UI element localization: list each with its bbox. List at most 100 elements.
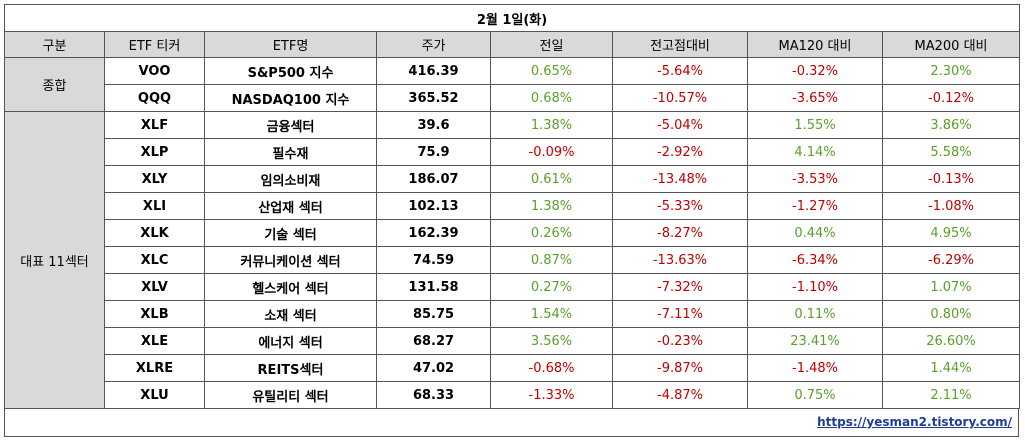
etf-table: 2월 1일(화) 구분 ETF 티커 ETF명 주가 전일 전고점대비 MA12… <box>3 4 1021 409</box>
table-row: XLP 필수재 75.9 -0.09% -2.92% 4.14% 5.58% <box>5 138 1021 166</box>
group-composite: 종합 <box>4 57 105 112</box>
prev-day-cell: 1.38% <box>490 192 613 220</box>
prev-day-cell: 0.68% <box>490 84 613 112</box>
title-row: 2월 1일(화) <box>3 4 1021 32</box>
header-price: 주가 <box>376 31 491 58</box>
table-row: XLC 커뮤니케이션 섹터 74.59 0.87% -13.63% -6.34% -6.29… <box>5 246 1021 274</box>
table-title: 2월 1일(화) <box>3 4 1021 32</box>
vs-peak-cell: -7.32% <box>612 273 748 301</box>
vs-ma200-cell: -0.12% <box>881 84 1021 112</box>
header-row: 구분 ETF 티커 ETF명 주가 전일 전고점대비 MA120 대비 MA20… <box>4 31 1021 58</box>
vs-ma120-cell: -1.27% <box>747 192 883 220</box>
price-cell: 365.52 <box>376 84 491 112</box>
ticker-cell: XLV <box>104 273 205 301</box>
vs-ma200-cell: 5.58% <box>881 138 1021 166</box>
ticker-cell: XLB <box>104 300 205 328</box>
price-cell: 416.39 <box>376 57 491 85</box>
prev-day-cell: -0.09% <box>490 138 613 166</box>
name-cell: 필수재 <box>204 138 377 166</box>
name-cell: 커뮤니케이션 섹터 <box>204 246 377 274</box>
vs-ma120-cell: 0.44% <box>747 219 883 247</box>
vs-peak-cell: -13.63% <box>612 246 748 274</box>
price-cell: 186.07 <box>376 165 491 193</box>
vs-peak-cell: -7.11% <box>612 300 748 328</box>
vs-peak-cell: -5.33% <box>612 192 748 220</box>
header-ticker: ETF 티커 <box>104 31 205 58</box>
price-cell: 68.33 <box>376 381 491 409</box>
footer: https://yesman2.tistory.com/ <box>4 409 1019 437</box>
vs-ma200-cell: 26.60% <box>881 327 1021 355</box>
ticker-cell: XLF <box>104 111 205 139</box>
prev-day-cell: 1.54% <box>490 300 613 328</box>
vs-ma120-cell: 23.41% <box>747 327 883 355</box>
price-cell: 162.39 <box>376 219 491 247</box>
name-cell: 소재 섹터 <box>204 300 377 328</box>
vs-ma200-cell: 2.30% <box>881 57 1021 85</box>
vs-ma120-cell: 0.75% <box>747 381 883 409</box>
header-name: ETF명 <box>204 31 377 58</box>
prev-day-cell: 0.26% <box>490 219 613 247</box>
table-row: 대표 11섹터 XLF 금융섹터 39.6 1.38% -5.04% 1.55% 3.86% <box>4 111 1021 409</box>
vs-ma200-cell: 1.44% <box>881 354 1021 382</box>
table-row: XLI 산업재 섹터 102.13 1.38% -5.33% -1.27% -1.08% <box>5 192 1021 220</box>
vs-ma200-cell: -0.13% <box>881 165 1021 193</box>
prev-day-cell: 0.27% <box>490 273 613 301</box>
name-cell: S&P500 지수 <box>204 57 377 85</box>
header-prev-day: 전일 <box>490 31 613 58</box>
vs-ma120-cell: -3.65% <box>747 84 883 112</box>
ticker-cell: XLRE <box>104 354 205 382</box>
vs-ma200-cell: 4.95% <box>881 219 1021 247</box>
name-cell: 금융섹터 <box>204 111 377 139</box>
vs-ma200-cell: 0.80% <box>881 300 1021 328</box>
table-row: XLB 소재 섹터 85.75 1.54% -7.11% 0.11% 0.80% <box>5 300 1021 328</box>
table-row: XLRE REITS섹터 47.02 -0.68% -9.87% -1.48% 1.44% <box>5 354 1021 382</box>
ticker-cell: VOO <box>104 57 205 85</box>
vs-ma200-cell: 2.11% <box>881 381 1021 409</box>
ticker-cell: QQQ <box>104 84 205 112</box>
name-cell: 기술 섹터 <box>204 219 377 247</box>
table-row: XLV 헬스케어 섹터 131.58 0.27% -7.32% -1.10% 1.07% <box>5 273 1021 301</box>
name-cell: 헬스케어 섹터 <box>204 273 377 301</box>
ticker-cell: XLI <box>104 192 205 220</box>
vs-ma120-cell: -1.10% <box>747 273 883 301</box>
table-row: 종합 VOO S&P500 지수 416.39 0.65% -5.64% -0.32% 2.3… <box>4 57 1021 112</box>
blog-link[interactable]: https://yesman2.tistory.com/ <box>817 415 1012 429</box>
vs-ma120-cell: 1.55% <box>747 111 883 139</box>
vs-ma120-cell: -1.48% <box>747 354 883 382</box>
header-vs-peak: 전고점대비 <box>612 31 748 58</box>
vs-peak-cell: -9.87% <box>612 354 748 382</box>
header-vs-ma120: MA120 대비 <box>747 31 883 58</box>
price-cell: 39.6 <box>376 111 491 139</box>
prev-day-cell: 0.87% <box>490 246 613 274</box>
price-cell: 131.58 <box>376 273 491 301</box>
vs-ma200-cell: 3.86% <box>881 111 1021 139</box>
vs-ma200-cell: 1.07% <box>881 273 1021 301</box>
vs-ma120-cell: -6.34% <box>747 246 883 274</box>
name-cell: NASDAQ100 지수 <box>204 84 377 112</box>
vs-peak-cell: -5.04% <box>612 111 748 139</box>
price-cell: 85.75 <box>376 300 491 328</box>
vs-peak-cell: -0.23% <box>612 327 748 355</box>
header-category: 구분 <box>4 31 105 58</box>
ticker-cell: XLP <box>104 138 205 166</box>
vs-peak-cell: -8.27% <box>612 219 748 247</box>
ticker-cell: XLK <box>104 219 205 247</box>
prev-day-cell: 0.61% <box>490 165 613 193</box>
table-row: XLK 기술 섹터 162.39 0.26% -8.27% 0.44% 4.95% <box>5 219 1021 247</box>
header-vs-ma200: MA200 대비 <box>881 31 1021 58</box>
vs-peak-cell: -4.87% <box>612 381 748 409</box>
name-cell: REITS섹터 <box>204 354 377 382</box>
price-cell: 74.59 <box>376 246 491 274</box>
prev-day-cell: 1.38% <box>490 111 613 139</box>
name-cell: 에너지 섹터 <box>204 327 377 355</box>
vs-peak-cell: -10.57% <box>612 84 748 112</box>
price-cell: 47.02 <box>376 354 491 382</box>
vs-ma120-cell: 4.14% <box>747 138 883 166</box>
table-row: QQQ NASDAQ100 지수 365.52 0.68% -10.57% -3.65% -… <box>5 84 1021 112</box>
vs-ma200-cell: -6.29% <box>881 246 1021 274</box>
ticker-cell: XLC <box>104 246 205 274</box>
vs-peak-cell: -2.92% <box>612 138 748 166</box>
vs-ma120-cell: -0.32% <box>747 57 883 85</box>
ticker-cell: XLU <box>104 381 205 409</box>
name-cell: 임의소비재 <box>204 165 377 193</box>
